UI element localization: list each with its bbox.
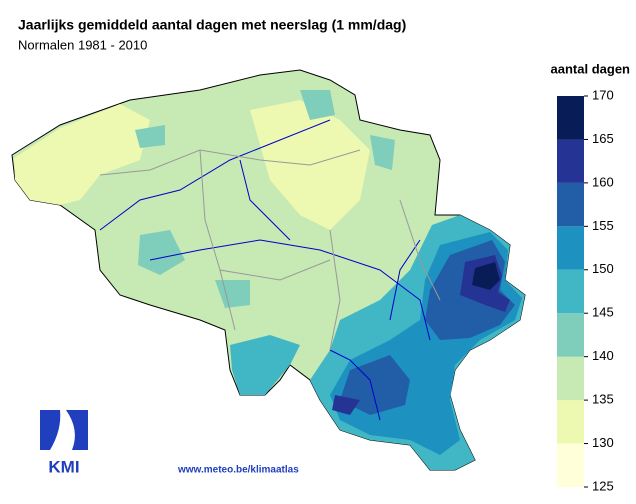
legend-tick-label: 125	[592, 478, 614, 493]
belgium-map	[11, 69, 526, 471]
legend-swatch	[557, 96, 584, 140]
logo-icon	[40, 410, 88, 450]
legend-tick-label: 145	[592, 305, 614, 320]
legend-tick-label: 130	[592, 435, 614, 450]
title: Jaarlijks gemiddeld aantal dagen met nee…	[18, 17, 406, 33]
legend-swatch	[557, 400, 584, 444]
legend-swatch	[557, 443, 584, 487]
legend-tick-label: 170	[592, 87, 614, 102]
legend-tick-label: 135	[592, 392, 614, 407]
legend-swatch	[557, 269, 584, 314]
legend-tick-label: 160	[592, 174, 614, 189]
legend-swatch	[557, 356, 584, 401]
legend-tick-label: 165	[592, 131, 614, 146]
source-link[interactable]: www.meteo.be/klimaatlas	[177, 465, 299, 476]
legend-tick-label: 140	[592, 348, 614, 363]
legend-title: aantal dagen	[551, 61, 631, 76]
rivers	[99, 119, 431, 421]
zone-165	[472, 262, 500, 290]
zone-130	[14, 104, 150, 205]
subtitle: Normalen 1981 - 2010	[18, 37, 147, 52]
kmi-logo: KMI	[40, 410, 88, 476]
legend-swatch	[557, 182, 584, 227]
logo-text: KMI	[48, 457, 79, 476]
color-legend: 125 130 135 140 145 150 155 160 165 170	[557, 87, 614, 493]
legend-tick-label: 155	[592, 218, 614, 233]
legend-swatch	[557, 139, 584, 183]
zone-160	[332, 255, 510, 415]
zone-145	[230, 335, 300, 395]
province-borders	[99, 149, 441, 351]
legend-swatch	[557, 313, 584, 357]
legend-tick-label: 150	[592, 261, 614, 276]
legend-swatch	[557, 226, 584, 270]
